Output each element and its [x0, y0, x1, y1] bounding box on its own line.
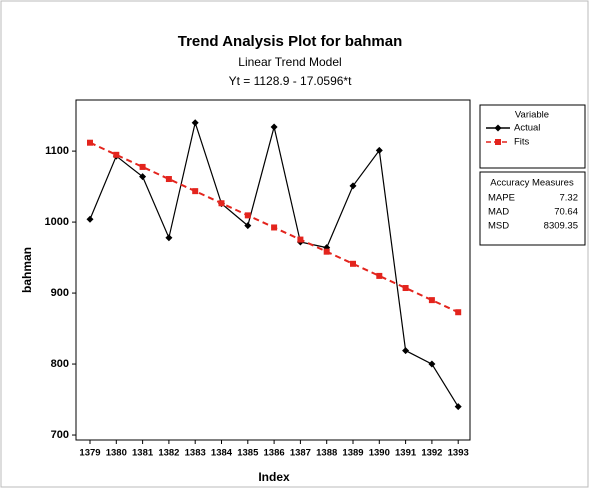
data-point — [402, 347, 410, 355]
data-point — [244, 212, 251, 219]
data-point — [270, 123, 278, 131]
data-point — [139, 173, 147, 181]
x-tick-label: 1387 — [290, 448, 311, 459]
data-point — [375, 146, 383, 154]
data-point — [323, 248, 330, 255]
data-point — [218, 200, 225, 207]
y-tick-label: 1100 — [45, 145, 69, 157]
y-tick-label: 900 — [51, 287, 69, 299]
plot-frame — [75, 99, 471, 441]
accuracy-name: MAPE — [488, 193, 515, 204]
x-tick-label: 1385 — [237, 448, 259, 459]
accuracy-value: 8309.35 — [544, 221, 578, 232]
data-point — [192, 188, 199, 195]
x-tick-label: 1379 — [79, 448, 100, 459]
x-tick-label: 1380 — [106, 448, 127, 459]
data-point — [455, 309, 462, 316]
data-point — [428, 360, 436, 368]
data-point — [454, 403, 462, 411]
y-tick-label: 1000 — [45, 216, 69, 228]
x-tick-label: 1382 — [158, 448, 179, 459]
x-tick-label: 1388 — [316, 448, 337, 459]
accuracy-name: MAD — [488, 207, 509, 218]
legend-label: Actual — [514, 123, 540, 134]
data-point — [87, 139, 93, 146]
x-tick-label: 1390 — [369, 448, 390, 459]
y-axis-label: bahman — [20, 247, 34, 293]
data-point — [428, 297, 435, 304]
x-tick-label: 1386 — [264, 448, 285, 459]
data-point — [139, 163, 146, 170]
data-point — [350, 260, 356, 267]
data-point — [191, 119, 199, 127]
x-axis-label: Index — [258, 470, 290, 484]
x-tick-label: 1391 — [395, 448, 417, 459]
legend-box — [479, 104, 586, 169]
data-point — [402, 285, 409, 292]
x-tick-label: 1392 — [421, 448, 442, 459]
accuracy-name: MSD — [488, 221, 509, 232]
data-point — [165, 234, 173, 242]
chart-title: Trend Analysis Plot for bahman — [178, 33, 403, 50]
x-tick-label: 1393 — [448, 448, 469, 459]
x-tick-label: 1383 — [185, 448, 206, 459]
accuracy-value: 7.32 — [560, 193, 579, 204]
x-tick-label: 1384 — [211, 448, 233, 459]
data-point — [349, 182, 357, 190]
accuracy-value: 70.64 — [554, 207, 578, 218]
x-tick-label: 1381 — [132, 448, 154, 459]
y-tick-label: 800 — [51, 358, 69, 370]
data-point — [376, 272, 383, 279]
x-tick-label: 1389 — [342, 448, 363, 459]
data-point — [86, 215, 94, 223]
chart-subtitle: Linear Trend Model — [238, 55, 341, 69]
y-tick-label: 700 — [51, 429, 69, 441]
data-point — [244, 222, 252, 230]
accuracy-box — [479, 171, 586, 246]
legend-title: Variable — [515, 110, 549, 121]
data-point — [297, 236, 304, 243]
legend-marker — [495, 139, 501, 145]
data-point — [165, 176, 172, 183]
legend-label: Fits — [514, 137, 530, 148]
data-point — [113, 151, 120, 158]
data-point — [271, 224, 278, 231]
legend-marker — [494, 124, 502, 132]
accuracy-title: Accuracy Measures — [490, 178, 574, 189]
equation: Yt = 1128.9 - 17.0596*t — [229, 74, 353, 88]
